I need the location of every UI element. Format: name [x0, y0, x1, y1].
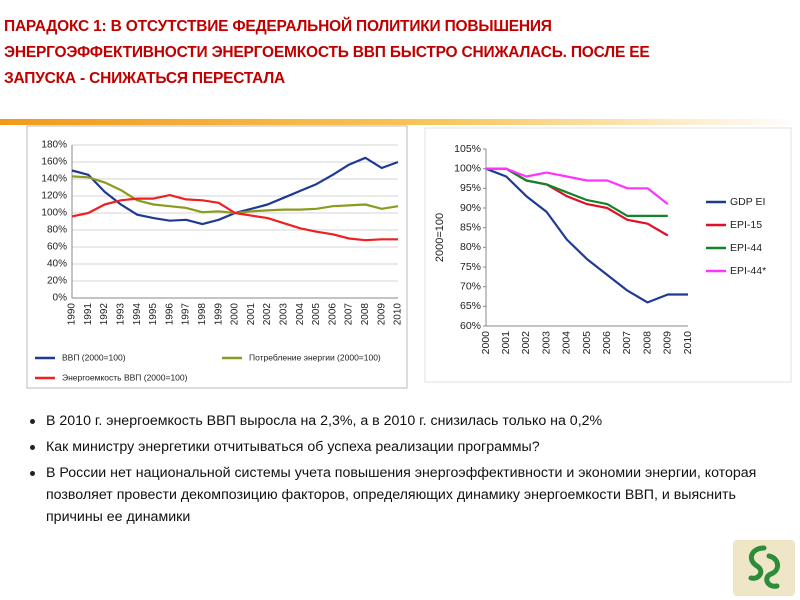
- accent-band: [0, 119, 800, 125]
- x-tick-label: 2007: [344, 303, 355, 326]
- x-tick-label: 2005: [581, 331, 593, 355]
- x-tick-label: 2000: [480, 331, 492, 355]
- bullet: В 2010 г. энергоемкость ВВП выросла на 2…: [28, 410, 788, 432]
- x-tick-label: 1999: [213, 303, 224, 326]
- series-line: [485, 167, 688, 304]
- y-tick-label: 40%: [47, 259, 67, 270]
- y-tick-label: 100%: [41, 208, 67, 219]
- x-tick-label: 1993: [116, 303, 127, 326]
- y-tick-label: 100%: [454, 162, 481, 174]
- legend-label: GDP EI: [730, 196, 765, 208]
- x-tick-label: 2009: [376, 303, 387, 326]
- y-tick-label: 85%: [460, 221, 481, 233]
- bullet: В России нет национальной системы учета …: [28, 462, 788, 528]
- y-tick-label: 80%: [47, 225, 67, 236]
- x-tick-label: 2007: [621, 331, 633, 355]
- legend-label: Энергоемкость ВВП (2000=100): [62, 372, 188, 382]
- y-tick-label: 0%: [53, 293, 68, 304]
- series-line: [71, 194, 398, 242]
- y-tick-label: 90%: [460, 202, 481, 214]
- legend-label: Потребление энергии (2000=100): [249, 352, 381, 362]
- y-tick-label: 65%: [460, 300, 481, 312]
- chart-frame: [26, 125, 408, 389]
- x-tick-label: 1990: [67, 303, 78, 326]
- title-line: ПАРАДОКС 1: В ОТСУТСТВИЕ ФЕДЕРАЛЬНОЙ ПОЛ…: [4, 18, 552, 35]
- x-tick-label: 1994: [132, 303, 143, 326]
- title-line: ЭНЕРГОЭФФЕКТИВНОСТИ ЭНЕРГОЕМКОСТЬ ВВП БЫ…: [4, 44, 650, 61]
- x-tick-label: 2000: [230, 303, 241, 326]
- series-line: [486, 167, 669, 205]
- y-tick-label: 60%: [47, 242, 67, 253]
- y-tick-label: 160%: [41, 157, 67, 168]
- charts: 0% 20% 40% 60% 80% 100% 120% 140% 160% 180% 1990 19…: [26, 125, 792, 389]
- x-tick-label: 2003: [540, 331, 552, 355]
- x-tick-label: 2004: [561, 331, 573, 355]
- x-tick-label: 2001: [246, 303, 257, 326]
- y-tick-label: 70%: [460, 280, 481, 292]
- x-tick-label: 1995: [148, 303, 159, 326]
- x-tick-label: 2008: [360, 303, 371, 326]
- x-tick-label: 1992: [99, 303, 110, 326]
- x-tick-label: 2006: [327, 303, 338, 326]
- y-tick-label: 95%: [460, 182, 481, 194]
- x-tick-label: 2006: [601, 331, 613, 355]
- x-tick-label: 2001: [500, 331, 512, 355]
- title-line: ЗАПУСКА - СНИЖАТЬСЯ ПЕРЕСТАЛА: [4, 70, 286, 87]
- x-tick-label: 1998: [197, 303, 208, 326]
- x-tick-label: 2002: [520, 331, 532, 355]
- x-tick-label: 2002: [262, 303, 273, 326]
- slide-title: ПАРАДОКС 1: В ОТСУТСТВИЕ ФЕДЕРАЛЬНОЙ ПОЛ…: [4, 14, 650, 92]
- bullet-list: В 2010 г. энергоемкость ВВП выросла на 2…: [28, 410, 788, 532]
- logo: [733, 540, 795, 596]
- y-tick-label: 20%: [47, 276, 67, 287]
- y-tick-label: 60%: [460, 320, 481, 332]
- legend-label: ВВП (2000=100): [62, 352, 126, 362]
- x-tick-label: 2009: [662, 331, 674, 355]
- x-tick-label: 2010: [393, 303, 404, 326]
- x-tick-label: 2004: [295, 303, 306, 326]
- y-tick-label: 80%: [460, 241, 481, 253]
- x-tick-label: 2005: [311, 303, 322, 326]
- x-tick-label: 2008: [641, 331, 653, 355]
- legend-label: EPI-15: [730, 219, 762, 231]
- y-tick-label: 140%: [41, 174, 67, 185]
- y-tick-label: 75%: [460, 261, 481, 273]
- y-tick-label: 120%: [41, 191, 67, 202]
- y-tick-label: 180%: [41, 140, 67, 151]
- x-tick-label: 2010: [682, 331, 694, 355]
- legend-label: EPI-44*: [730, 265, 766, 277]
- x-tick-label: 2003: [279, 303, 290, 326]
- y-tick-label: 105%: [454, 143, 481, 155]
- x-tick-label: 1997: [181, 303, 192, 326]
- series-line: [486, 167, 668, 217]
- x-tick-label: 1991: [83, 303, 94, 326]
- bullet: Как министру энергетики отчитываться об …: [28, 436, 788, 458]
- legend-label: EPI-44: [730, 242, 762, 254]
- y-axis-title: 2000=100: [434, 213, 446, 262]
- x-tick-label: 1996: [164, 303, 175, 326]
